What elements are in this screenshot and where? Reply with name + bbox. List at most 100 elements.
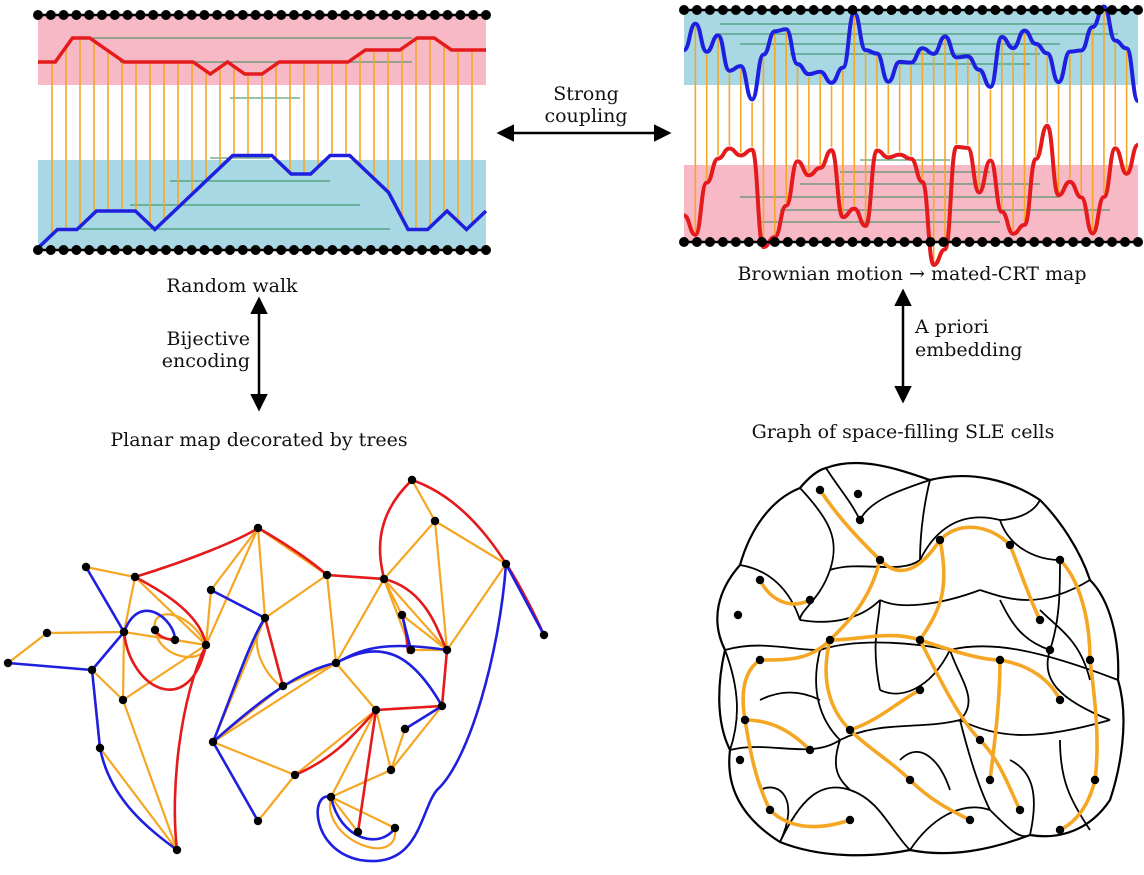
bm-vertex-dot [782,237,793,247]
map-vertex [430,516,440,526]
lower-brownian-path [683,123,1140,267]
map-vertex [437,701,447,711]
bijective-label-2: encoding [162,350,250,372]
map-vertex [95,743,105,753]
vertex-dot [97,245,107,255]
vertex-dot [391,10,402,20]
bm-vertex-dot [1029,237,1040,247]
coupling-label-1: Strong [553,83,619,105]
bm-vertex-dot [1081,5,1092,15]
coupling-label-2: coupling [544,105,627,127]
upper-brownian-path [682,4,1140,103]
map-vertex [130,572,140,582]
vertex-dot [276,10,287,20]
brownian-caption: Brownian motion → mated-CRT map [737,263,1086,285]
map-vertex [119,627,129,637]
map-vertex [400,724,410,734]
cell-vertex [985,775,995,785]
bm-vertex-dot [717,237,728,247]
cell-vertex [1085,655,1095,665]
cell-vertex [975,735,985,745]
vertex-dot [109,245,120,255]
vertex-dot [404,10,415,20]
bm-vertex-dot [925,5,936,15]
vertex-dot [327,245,338,255]
bm-vertex-dot [769,237,780,247]
bm-vertex-dot [1042,5,1053,15]
cell-vertex [915,635,925,645]
bm-vertex-dot [1133,237,1143,247]
vertex-dot [122,10,133,20]
vertex-dot [97,10,107,20]
vertex-dot [276,245,287,255]
map-vertex [253,816,263,826]
vertex-dot [429,10,440,20]
map-vertex [206,585,216,595]
map-vertex [170,635,180,645]
bm-vertex-dot [1029,5,1040,15]
vertex-dot [353,10,363,20]
cell-vertex [755,655,765,665]
vertex-dot [455,245,466,255]
cell-vertex [825,635,835,645]
vertex-dot [186,245,197,255]
vertex-dot [289,10,299,20]
cell-vertex [1055,695,1065,705]
bm-matching-edges [694,9,1128,262]
bm-vertex-dot [873,5,884,15]
vertex-dot [186,10,197,20]
bm-vertex-dot [795,5,806,15]
map-vertex [201,640,211,650]
lower-walk-path [36,153,488,250]
vertex-dot [289,245,299,255]
map-vertex [331,658,341,668]
vertex-dot [314,10,325,20]
cell-vertex [740,715,750,725]
vertex-dot [225,245,235,255]
strong-coupling-arrow: Strong coupling [496,83,672,142]
cell-vertex [1015,805,1025,815]
vertex-dot [365,245,376,255]
vertex-dot [301,10,312,20]
bm-vertex-dot [925,237,936,247]
blue-tree-edges [7,563,546,863]
sle-cell-graph [716,461,1125,857]
vertex-dot [71,245,82,255]
map-vertex [3,658,13,668]
vertex-dot [199,245,210,255]
bm-vertex-dot [1016,237,1027,247]
bm-vertex-dot [743,237,754,247]
bm-vertex-dot [782,5,793,15]
matching-edges [51,40,473,233]
cell-vertex [905,775,915,785]
bm-vertex-dot [899,237,910,247]
chord-lines [80,37,412,230]
bm-vertex-dot [847,237,858,247]
bm-vertex-dot [1068,5,1079,15]
vertex-dot [33,245,43,255]
vertex-dot [135,245,146,255]
cell-vertex [1090,775,1100,785]
map-vertex [81,562,91,572]
bm-vertex-dot [821,237,832,247]
vertex-dot [250,245,261,255]
map-vertex [353,827,363,837]
map-vertex [539,630,549,640]
random-walk-caption: Random walk [166,275,298,297]
planar-map-caption: Planar map decorated by trees [110,429,407,451]
bm-vertex-dot [743,5,754,15]
bm-vertex-dot [1094,5,1105,15]
bm-vertex-dot [1120,5,1131,15]
planar-map-vertices [3,475,549,855]
bm-vertex-dot [964,237,975,247]
vertex-dot [122,245,133,255]
cell-vertex [1045,645,1055,655]
vertex-dot [173,10,184,20]
cell-vertex [805,745,815,755]
map-vertex [406,645,416,655]
vertex-dot [391,245,402,255]
bm-vertex-dot [1107,237,1118,247]
cell-adjacency-edges [741,489,1099,832]
bm-vertex-dot [1003,5,1014,15]
